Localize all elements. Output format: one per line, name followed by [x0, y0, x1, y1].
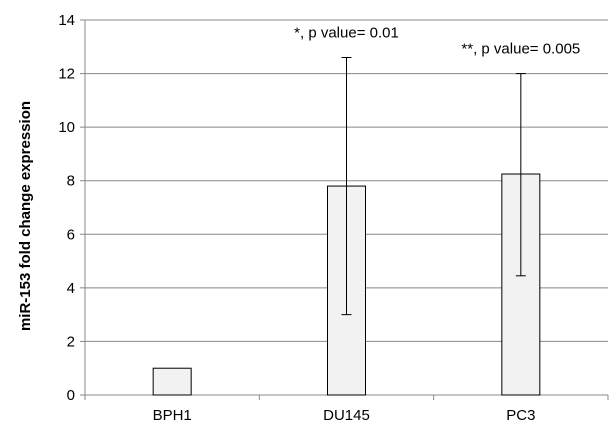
y-tick-label-0: 0 [67, 387, 75, 404]
y-axis-label: miR-153 fold change expression [17, 101, 34, 331]
y-tick-labels: 0 2 4 6 8 10 12 14 [58, 12, 75, 404]
annotation-pc3: **, p value= 0.005 [461, 41, 580, 58]
x-tick-label-du145: DU145 [323, 407, 370, 424]
y-tick-label-4: 4 [67, 280, 75, 297]
y-tick-label-10: 10 [58, 119, 75, 136]
x-tick-label-pc3: PC3 [506, 407, 535, 424]
annotation-bg-1 [443, 37, 599, 60]
y-tick-label-8: 8 [67, 173, 75, 190]
error-bars [341, 57, 526, 316]
annotations: *, p value= 0.01 **, p value= 0.005 [276, 21, 599, 60]
y-tick-label-14: 14 [58, 12, 75, 29]
bar-bph1 [152, 367, 192, 396]
x-tick-labels: BPH1 DU145 PC3 [153, 407, 536, 424]
y-tick-label-12: 12 [58, 66, 75, 83]
x-tick-label-bph1: BPH1 [153, 407, 192, 424]
annotation-bg-0 [276, 21, 417, 44]
y-tick-label-6: 6 [67, 226, 75, 243]
y-tick-label-2: 2 [67, 333, 75, 350]
annotation-du145: *, p value= 0.01 [294, 25, 399, 42]
